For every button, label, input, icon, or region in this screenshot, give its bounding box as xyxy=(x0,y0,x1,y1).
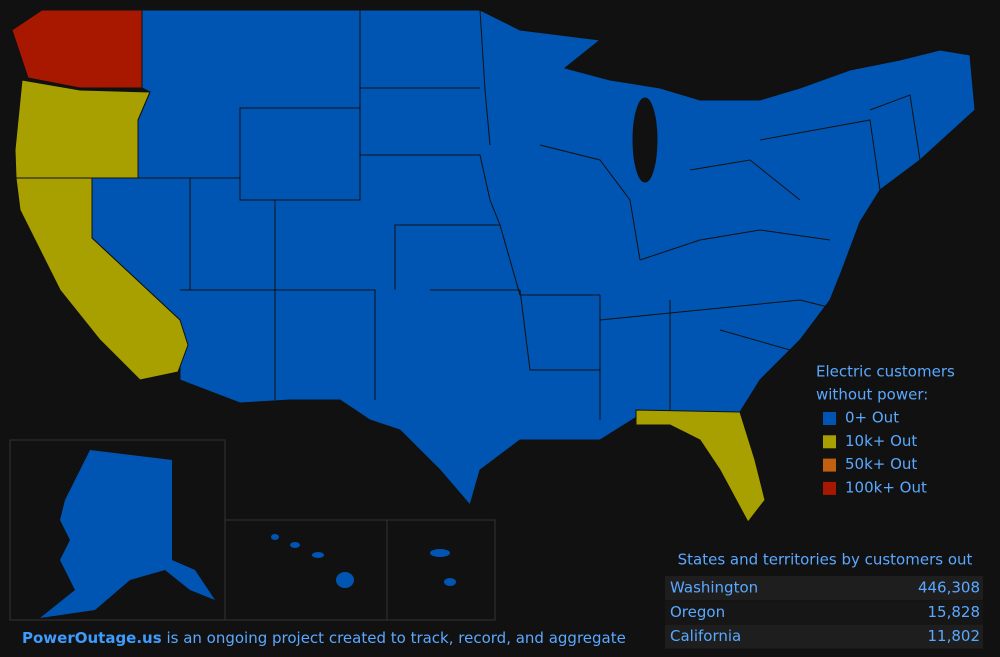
legend-title: without power: xyxy=(816,386,928,404)
legend-label: 100k+ Out xyxy=(845,478,927,496)
table-title: States and territories by customers out xyxy=(678,551,973,569)
customers-out: 446,308 xyxy=(918,579,980,597)
state-washington xyxy=(11,9,143,89)
legend-label: 10k+ Out xyxy=(845,432,917,450)
inset-frames xyxy=(9,439,496,621)
customers-out: 11,802 xyxy=(928,627,981,645)
legend-swatch xyxy=(823,458,836,472)
state-alaska xyxy=(40,450,215,618)
state-borders xyxy=(92,9,921,420)
legend-title: Electric customers xyxy=(816,363,955,381)
state-name[interactable]: Washington xyxy=(670,579,758,597)
legend: Electric customers without power: 0+ Out 10… xyxy=(816,363,955,497)
state-oregon xyxy=(14,79,151,179)
state-florida xyxy=(635,409,766,523)
customers-out: 15,828 xyxy=(928,603,981,621)
state-name[interactable]: Oregon xyxy=(670,603,725,621)
legend-swatch xyxy=(823,412,836,425)
legend-label: 50k+ Out xyxy=(845,455,917,473)
legend-swatch xyxy=(823,481,836,495)
state-hawaii xyxy=(271,534,354,588)
customers-table: States and territories by customers out W… xyxy=(665,551,983,649)
legend-swatch xyxy=(823,435,836,449)
footer: PowerOutage.us is an ongoing project cre… xyxy=(22,629,626,647)
footer-link[interactable]: PowerOutage.us xyxy=(22,629,162,647)
state-california xyxy=(15,177,189,381)
table-row[interactable] xyxy=(665,600,983,625)
table-row[interactable] xyxy=(665,576,983,600)
table-row[interactable] xyxy=(665,624,983,649)
state-name[interactable]: California xyxy=(670,627,741,645)
lake-michigan xyxy=(632,97,658,183)
legend-label: 0+ Out xyxy=(845,409,899,427)
footer-text: is an ongoing project created to track, … xyxy=(162,629,626,647)
territory-pr xyxy=(430,549,456,586)
